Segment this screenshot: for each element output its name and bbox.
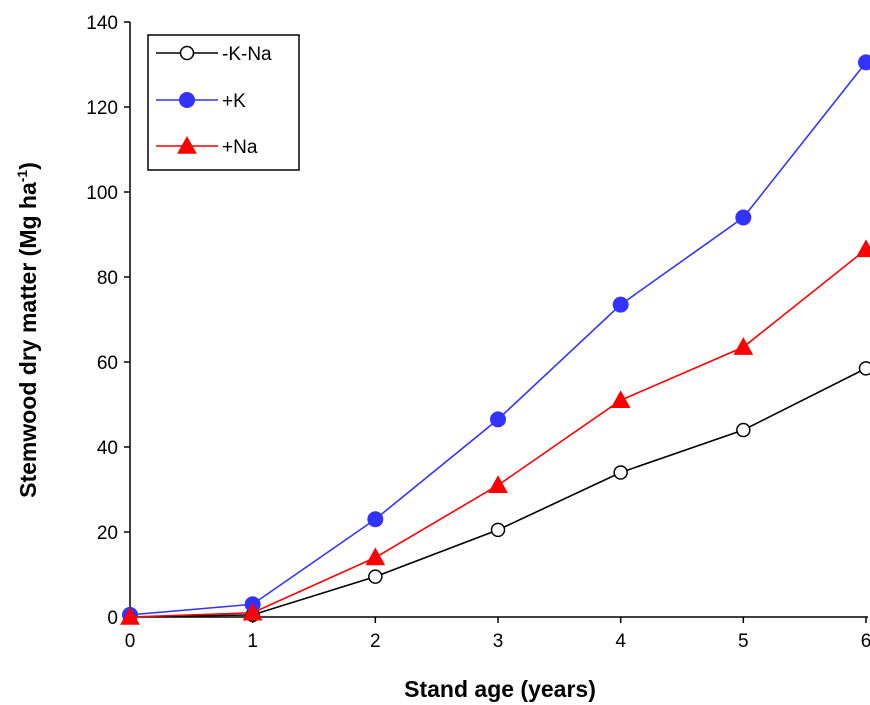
y-tick-label: 120: [86, 98, 118, 119]
legend-label: +K: [222, 91, 246, 112]
data-point: [613, 465, 628, 480]
data-point: [368, 569, 383, 584]
x-tick-label: 3: [493, 631, 504, 652]
legend-item: +K: [156, 91, 246, 112]
legend-swatch-marker: [179, 92, 195, 108]
legend-label: -K-Na: [222, 44, 272, 65]
y-axis-title-superscript: -1: [14, 170, 30, 183]
x-tick-label: 0: [125, 631, 136, 652]
y-tick-label: 100: [86, 183, 118, 204]
data-point: [858, 54, 870, 71]
y-tick-label: 0: [107, 608, 118, 629]
data-point: [490, 411, 506, 428]
data-point: [120, 606, 140, 625]
y-axis-title-close: ): [15, 162, 41, 170]
data-point: [490, 522, 506, 538]
y-axis-title-main: Stemwood dry matter (Mg ha: [15, 182, 41, 498]
y-tick-label: 20: [97, 523, 118, 544]
data-point: [242, 602, 263, 621]
x-tick-label: 6: [861, 631, 870, 652]
legend-swatch-marker: [177, 135, 197, 154]
data-point: [367, 511, 384, 528]
legend-label: +Na: [222, 137, 258, 158]
y-tick-label: 60: [97, 353, 118, 374]
legend-box: [147, 34, 300, 171]
series-layer: [120, 54, 870, 625]
y-tick-label: 140: [86, 13, 118, 34]
data-point: [365, 547, 386, 566]
data-point: [858, 361, 870, 376]
series-line: [129, 248, 867, 618]
legend-swatch-marker: [179, 45, 195, 61]
y-tick-label: 40: [97, 438, 118, 459]
data-point: [733, 337, 754, 355]
data-point: [735, 209, 752, 226]
x-tick-label: 4: [615, 631, 626, 652]
x-axis-title: Stand age (years): [404, 676, 596, 702]
legend-item: -K-Na: [156, 44, 272, 65]
data-point: [612, 296, 629, 313]
x-tick-label: 1: [247, 631, 258, 652]
x-tick-label: 2: [370, 631, 381, 652]
x-tick-label: 5: [738, 631, 749, 652]
series-na: [120, 239, 870, 625]
data-point: [610, 390, 631, 408]
data-point: [488, 475, 508, 493]
y-axis-title: Stemwood dry matter (Mg ha-1): [14, 162, 41, 498]
legend: -K-Na +K +Na: [147, 34, 300, 171]
legend-item: +Na: [156, 135, 258, 158]
x-ticks: 0 1 2 3 4 5 6: [125, 617, 870, 652]
data-point: [856, 239, 870, 258]
data-point: [736, 422, 751, 438]
y-tick-label: 80: [97, 268, 118, 289]
y-ticks: 0 20 40 60 80 100 120 140: [86, 13, 130, 629]
